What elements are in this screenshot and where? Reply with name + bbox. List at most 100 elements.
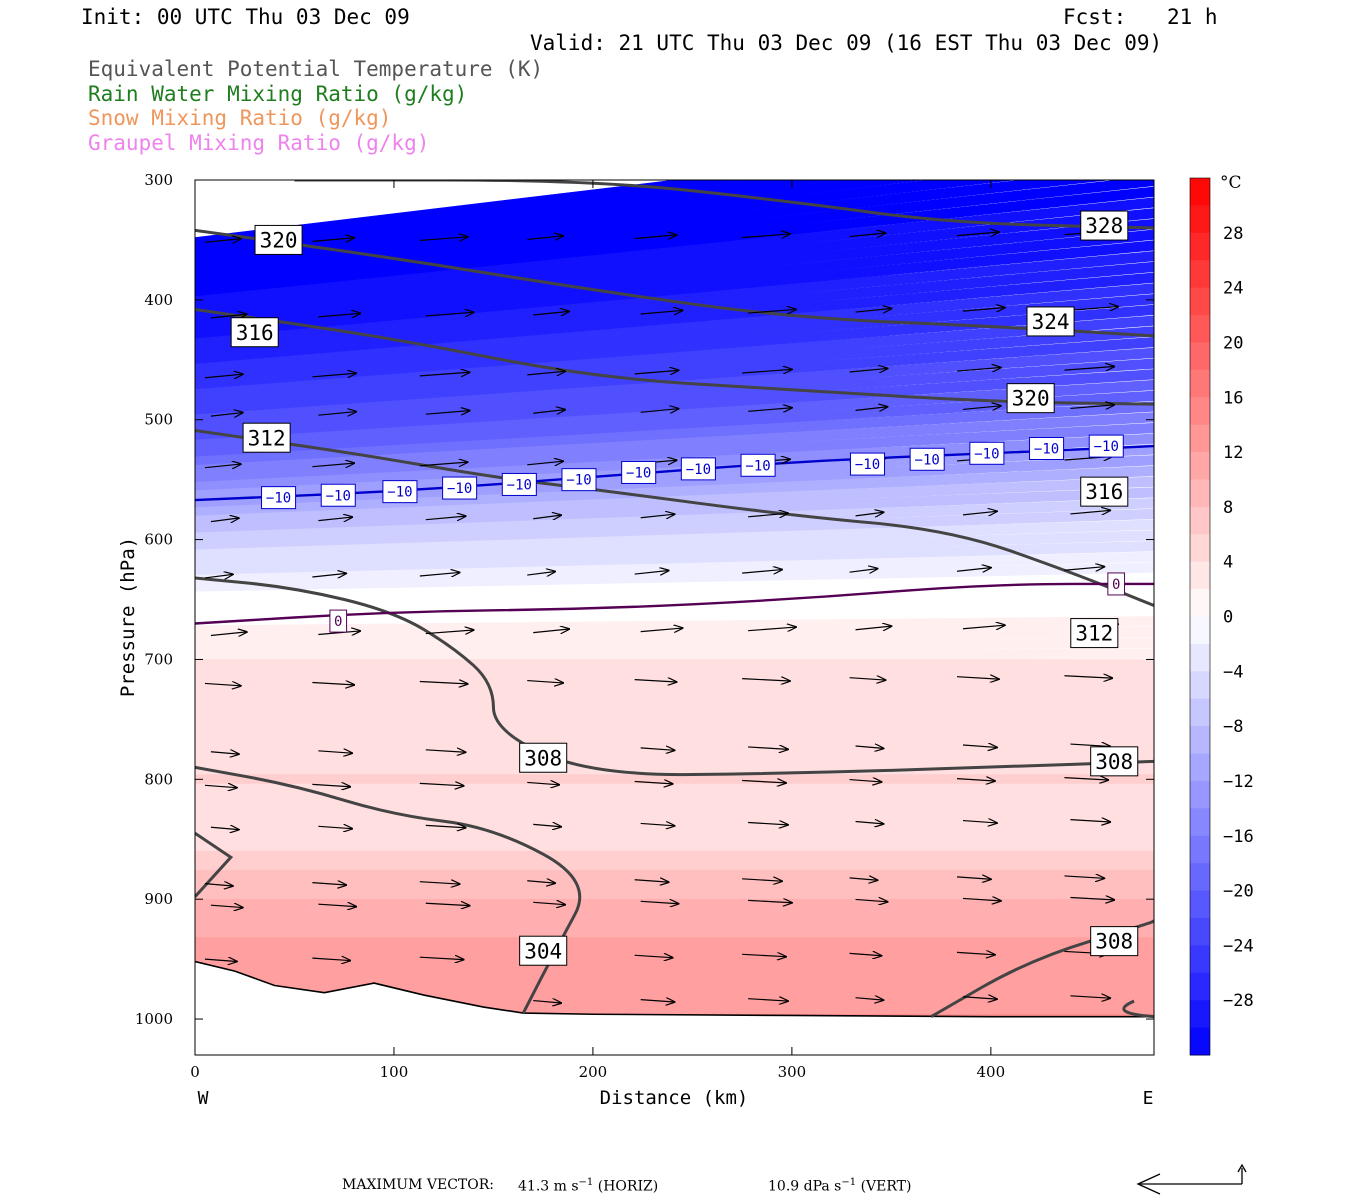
wind-vector [318,631,360,635]
colorbar-swatch [1190,945,1210,974]
temperature-band [195,465,1154,518]
theta-e-label-box [1080,210,1129,241]
temperature-band [195,812,1154,823]
colorbar-swatch [1190,1000,1210,1029]
theta-e-label: 312 [1075,622,1113,646]
theta-e-label: 320 [1012,387,1050,411]
forecast-hour: 21 h [1167,5,1218,29]
wind-vector [318,412,356,416]
wind-vector [748,309,796,313]
theta-e-label: 324 [1032,310,1070,334]
colorbar-swatch [1190,753,1210,782]
temperature-band [195,358,1154,434]
colorbar-tick-label: −20 [1223,882,1254,902]
colorbar-swatch [1190,452,1210,480]
field-title-theta-e: Equivalent Potential Temperature (K) [88,57,544,81]
wind-vector [312,958,350,960]
temperature-band [195,519,1154,560]
theta-e-label-box [1006,383,1055,414]
colorbar-frame [1189,177,1211,1056]
wind-vector [748,900,792,902]
temperature-band [195,831,1154,842]
isotherm-label--10-box [442,476,478,500]
isotherm-label--10: −10 [1094,439,1119,455]
wind-vector [318,904,356,906]
wind-vector [318,313,360,317]
isotherm-label--10-box [621,460,657,484]
theta-e-contours [195,180,1154,1019]
temperature-band [195,783,1154,794]
isotherm-label--10: −10 [855,457,880,473]
wind-vector [640,823,675,825]
theta-e-line-320 [195,307,1154,406]
isotherm-label--10-box [261,486,297,510]
y-tick-label: 600 [144,531,173,549]
temperature-band [195,401,1154,467]
wind-vector [634,781,673,783]
wind-vector [210,632,247,636]
wind-vector [210,752,239,754]
wind-vector [419,957,464,959]
wind-vector [962,625,1005,629]
wind-vector [533,1001,561,1003]
init-time: Init: 00 UTC Thu 03 Dec 09 [81,5,410,29]
theta-e-label: 316 [236,321,274,345]
temperature-band [195,498,1154,543]
wind-vector [962,997,997,999]
temperature-band [195,283,1154,375]
temperature-band [195,562,1154,594]
temperature-band [195,870,1154,881]
x-tick-label: 300 [778,1063,807,1081]
forecast-label: Fcst: [1063,5,1127,29]
isotherm-label--10: −10 [566,473,591,489]
theta-e-label: 308 [1095,750,1133,774]
theta-e-label: 308 [1095,930,1133,954]
max-vector-label: MAXIMUM VECTOR: [342,1177,494,1193]
temperature-band [195,648,1154,661]
temperature-band [195,229,1154,332]
temperature-band [195,687,1154,699]
wind-vector [634,571,669,575]
colorbar-tick-label: −16 [1223,827,1254,847]
wind-vector [956,779,995,781]
wind-vector [419,462,468,466]
temperature-band [195,735,1154,747]
isotherm-label--10-box [1029,436,1065,460]
y-tick-label: 400 [144,291,173,309]
temperature-band [195,347,1154,425]
wind-vector [640,748,675,750]
temperature-band [195,272,1154,366]
wind-vector [419,882,460,884]
colorbar-swatch [1190,890,1210,919]
temperature-band [195,626,1154,645]
wind-vector [956,367,1001,371]
wind-vector [210,413,243,417]
horiz-value: 41.3 [518,1178,550,1195]
terrain-surface [195,960,1154,1055]
colorbar-swatch [1190,972,1210,1001]
vert-value: 10.9 [768,1178,800,1195]
wind-vector [748,999,788,1001]
colorbar-swatch [1190,808,1210,837]
isotherm-label--10: −10 [326,488,351,504]
x-tick-label: 400 [977,1063,1006,1081]
temperature-band [195,530,1154,569]
wind-vector [962,745,997,747]
colorbar-unit: °C [1220,173,1242,193]
isotherm-label-0: 0 [1112,577,1120,593]
wind-vector [425,630,474,634]
wind-vector [956,568,991,572]
wind-vector [634,680,677,682]
y-tick-label: 1000 [135,1010,173,1028]
colorbar-swatch [1190,534,1210,563]
wind-vector [855,407,888,411]
wind-vector [1070,744,1110,746]
isotherm-label--10: −10 [266,491,291,507]
wind-vector [527,236,563,240]
theta-e-label: 312 [248,426,286,450]
theta-e-line-small [1122,999,1154,1019]
colorbar-tick-label: 16 [1223,388,1243,408]
wind-vector [425,903,470,905]
wind-vector [312,573,346,577]
